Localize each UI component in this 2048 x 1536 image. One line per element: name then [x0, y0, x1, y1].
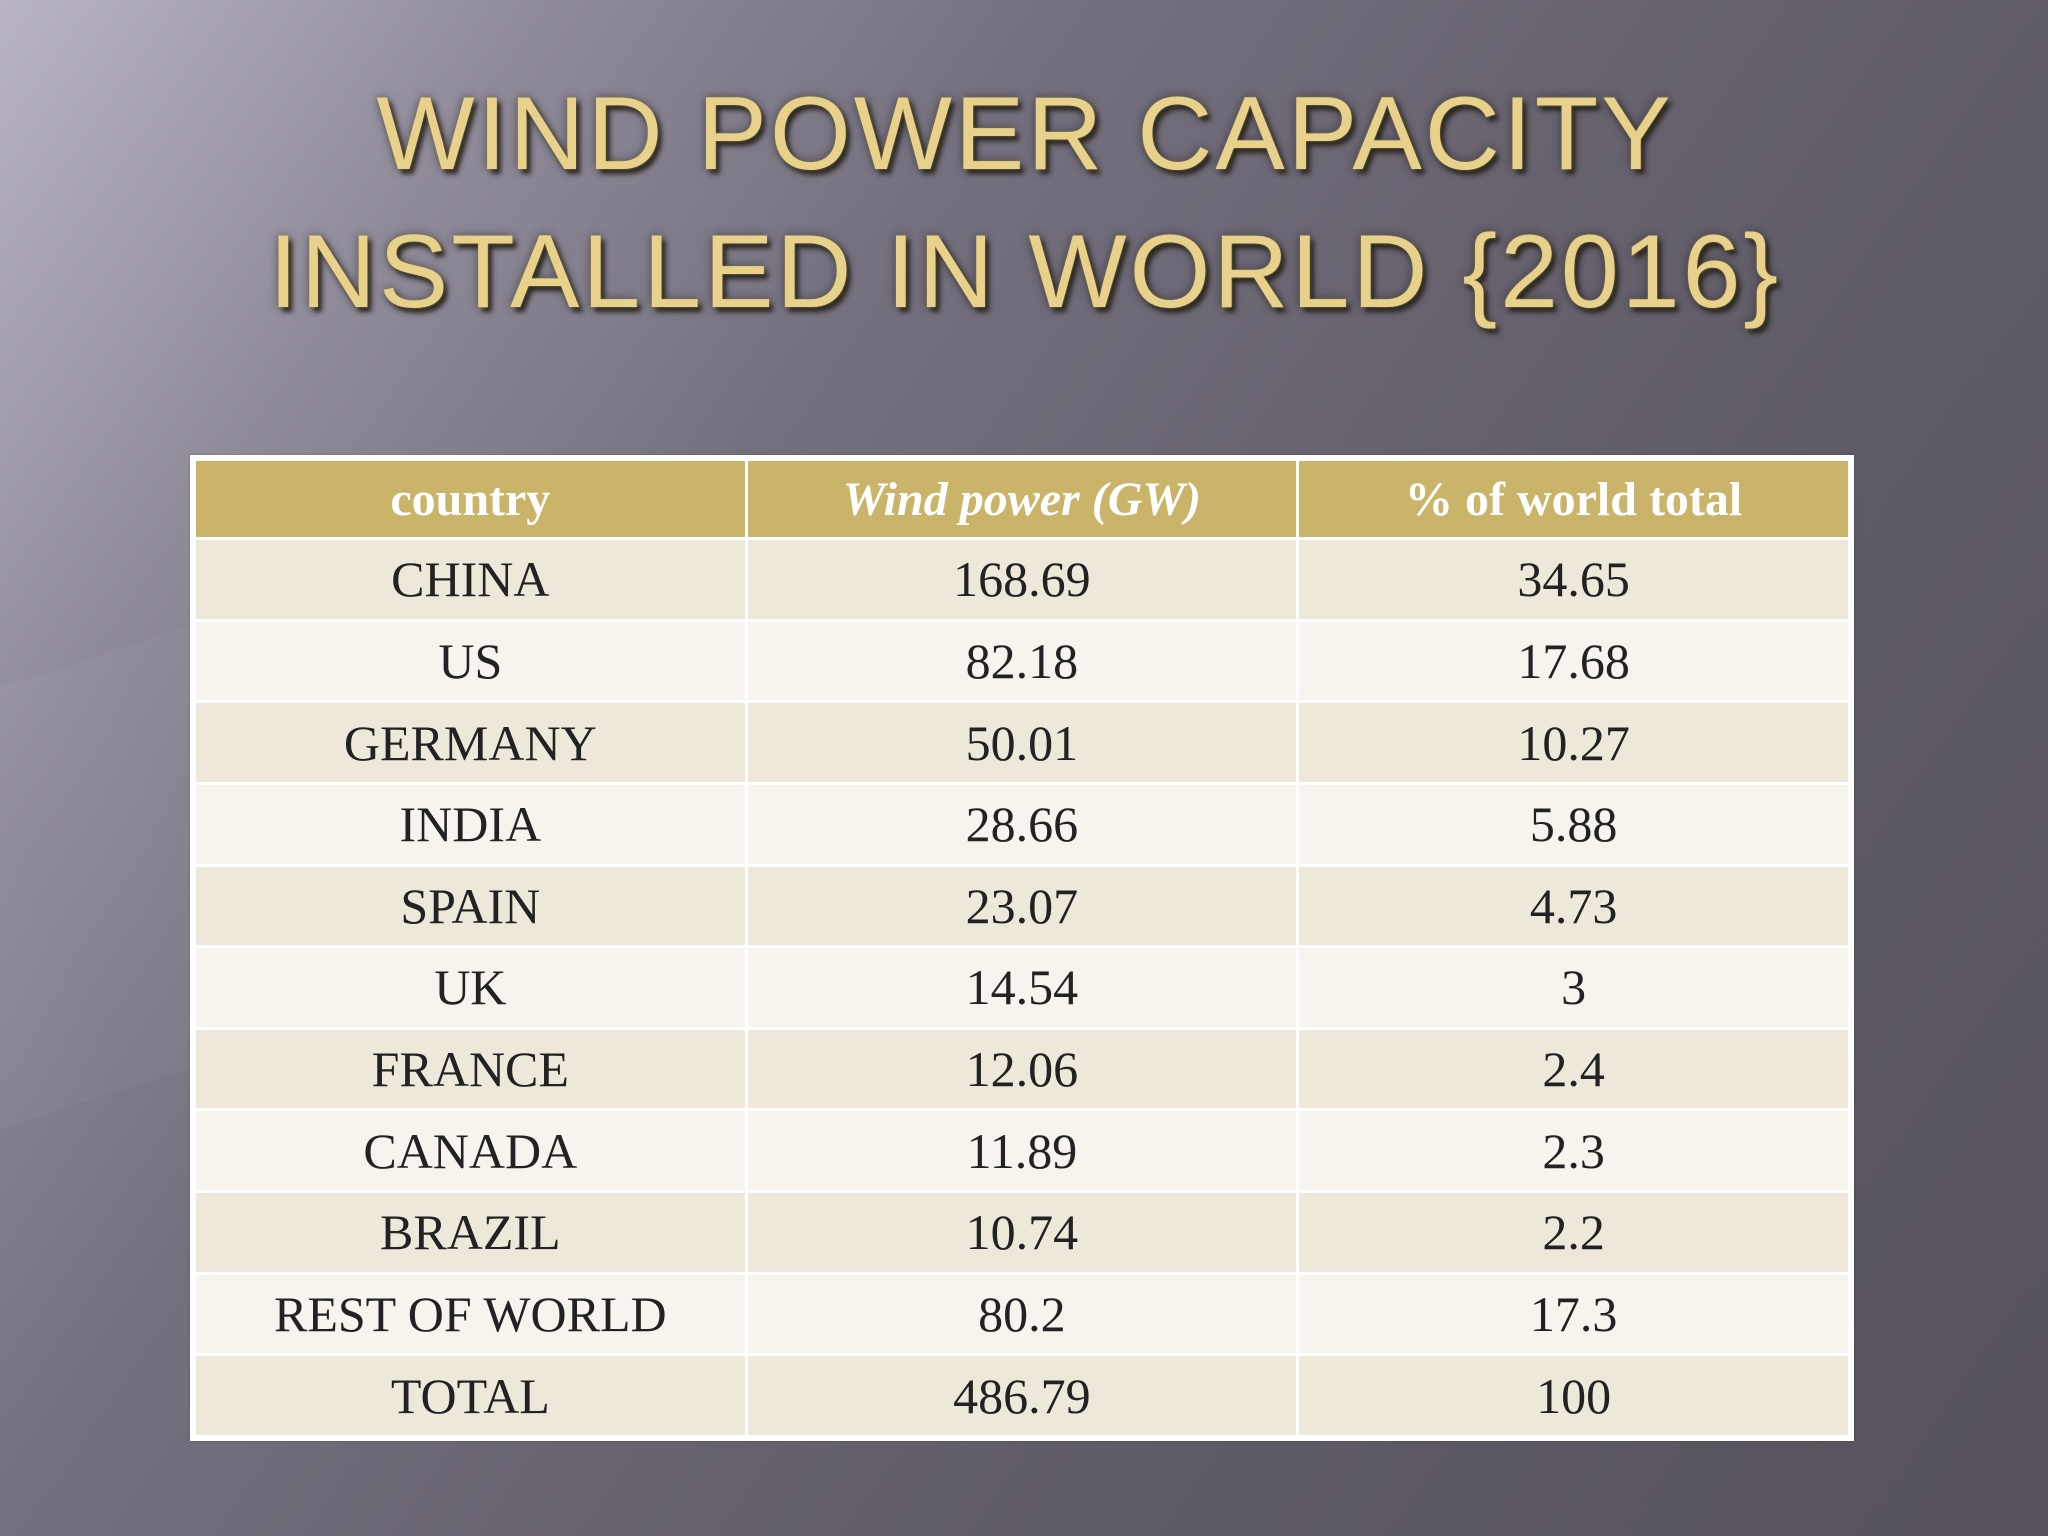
country-cell: TOTAL	[193, 1353, 748, 1438]
table-row: SPAIN 23.07 4.73	[193, 863, 1851, 949]
table-row: REST OF WORLD 80.2 17.3	[193, 1271, 1851, 1357]
country-cell: BRAZIL	[193, 1190, 748, 1275]
table-row: BRAZIL 10.74 2.2	[193, 1190, 1851, 1275]
percent-cell: 100	[1296, 1353, 1851, 1438]
country-cell: FRANCE	[193, 1026, 748, 1112]
wind-power-cell: 486.79	[744, 1353, 1300, 1438]
country-cell: INDIA	[193, 781, 748, 867]
slide-title: WIND POWER CAPACITY INSTALLED IN WORLD {…	[190, 65, 1860, 341]
country-cell: UK	[193, 945, 748, 1030]
percent-cell: 3	[1296, 945, 1851, 1030]
percent-cell: 10.27	[1296, 700, 1851, 785]
wind-power-cell: 168.69	[744, 537, 1300, 622]
wind-power-cell: 28.66	[744, 781, 1300, 867]
table-row: CHINA 168.69 34.65	[193, 537, 1851, 622]
table-row: CANADA 11.89 2.3	[193, 1108, 1851, 1193]
percent-cell: 4.73	[1296, 863, 1851, 949]
percent-cell: 2.3	[1296, 1108, 1851, 1193]
wind-power-cell: 12.06	[744, 1026, 1300, 1112]
percent-cell: 5.88	[1296, 781, 1851, 867]
country-cell: REST OF WORLD	[193, 1271, 748, 1357]
wind-power-cell: 23.07	[744, 863, 1300, 949]
header-percent-world-total: % of world total	[1296, 458, 1851, 540]
wind-power-table-container: country Wind power (GW) % of world total…	[190, 455, 1854, 1441]
table-row: GERMANY 50.01 10.27	[193, 700, 1851, 785]
percent-cell: 17.68	[1296, 618, 1851, 704]
wind-power-cell: 14.54	[744, 945, 1300, 1030]
percent-cell: 2.2	[1296, 1190, 1851, 1275]
country-cell: CHINA	[193, 537, 748, 622]
percent-cell: 17.3	[1296, 1271, 1851, 1357]
table-row: US 82.18 17.68	[193, 618, 1851, 704]
country-cell: GERMANY	[193, 700, 748, 785]
header-wind-power-gw: Wind power (GW)	[744, 458, 1300, 540]
wind-power-cell: 80.2	[744, 1271, 1300, 1357]
slide-title-line-2: INSTALLED IN WORLD {2016}	[268, 214, 1782, 330]
wind-power-cell: 10.74	[744, 1190, 1300, 1275]
wind-power-cell: 11.89	[744, 1108, 1300, 1193]
slide-title-line-1: WIND POWER CAPACITY	[376, 76, 1674, 192]
percent-cell: 2.4	[1296, 1026, 1851, 1112]
wind-power-cell: 50.01	[744, 700, 1300, 785]
country-cell: US	[193, 618, 748, 704]
wind-power-table: country Wind power (GW) % of world total…	[193, 458, 1851, 1438]
percent-cell: 34.65	[1296, 537, 1851, 622]
table-row: FRANCE 12.06 2.4	[193, 1026, 1851, 1112]
wind-power-cell: 82.18	[744, 618, 1300, 704]
table-row: UK 14.54 3	[193, 945, 1851, 1030]
country-cell: SPAIN	[193, 863, 748, 949]
country-cell: CANADA	[193, 1108, 748, 1193]
table-row: TOTAL 486.79 100	[193, 1353, 1851, 1438]
table-header-row: country Wind power (GW) % of world total	[193, 458, 1851, 540]
header-country: country	[193, 458, 748, 540]
table-row: INDIA 28.66 5.88	[193, 781, 1851, 867]
